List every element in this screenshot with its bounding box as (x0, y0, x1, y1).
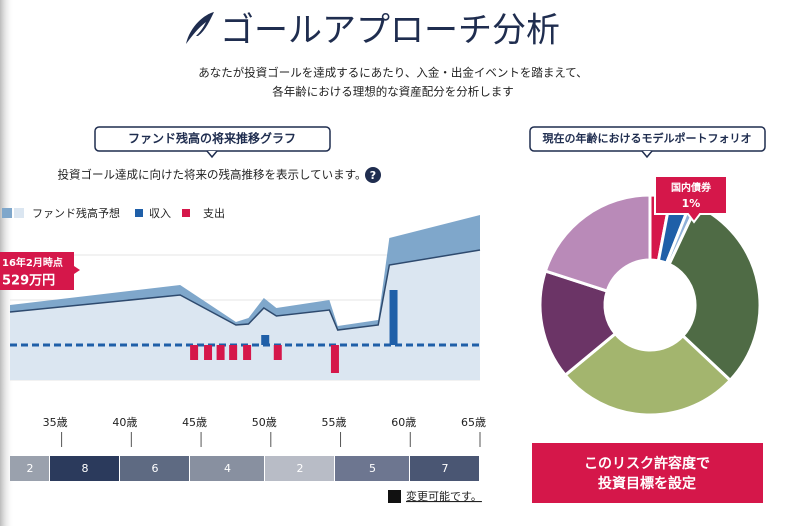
donut-slice (543, 193, 652, 293)
pointer (641, 150, 653, 159)
x-tick-label: 35歳 (43, 416, 68, 429)
description: あなたが投資ゴールを達成するにあたり、入金・出金イベントを踏まえて、 (198, 66, 587, 80)
risk-level[interactable] (190, 456, 264, 481)
edit-icon[interactable] (388, 490, 401, 503)
description: 各年齢における理想的な資産配分を分析します (272, 85, 514, 99)
tooltip-value: 1% (682, 197, 701, 210)
legend-label: ファンド残高予想 (32, 206, 120, 220)
risk-level[interactable] (10, 456, 49, 481)
x-tick-label: 45歳 (182, 416, 207, 429)
legend-label: 支出 (203, 206, 225, 220)
expense-bar (243, 345, 252, 360)
legend-label: 収入 (149, 207, 171, 220)
pointer (206, 150, 218, 159)
risk-level[interactable] (410, 456, 479, 481)
button-label[interactable]: このリスク許容度で (584, 455, 710, 472)
risk-level-label: 4 (224, 462, 231, 475)
section-title: ファンド残高の将来推移グラフ (128, 131, 296, 146)
subtitle: 投資ゴール達成に向けた将来の残高推移を表示しています。 (57, 168, 366, 182)
expense-bar (204, 345, 213, 360)
section-title: 現在の年齢におけるモデルポートフォリオ (543, 131, 752, 145)
button-label[interactable]: 投資目標を設定 (598, 475, 696, 492)
expense-bar (330, 345, 339, 373)
risk-level[interactable] (335, 456, 409, 481)
legend-swatch (135, 209, 143, 217)
risk-level-label: 2 (297, 462, 304, 475)
risk-level-label: 6 (152, 462, 159, 475)
expense-bar (273, 345, 282, 360)
donut-slice (563, 331, 733, 417)
callout-amount: 529万円 (2, 274, 55, 289)
x-tick-label: 60歳 (391, 416, 416, 429)
x-tick-label: 55歳 (322, 416, 347, 429)
risk-level[interactable] (50, 456, 119, 481)
expense-bar (190, 345, 199, 360)
expense-bar (229, 345, 238, 360)
callout-date: 16年2月時点 (2, 256, 63, 269)
forecast-low-area (10, 250, 480, 380)
x-tick-label: 50歳 (252, 416, 277, 429)
edit-link[interactable]: 変更可能です。 (406, 489, 482, 503)
legend-swatch (182, 209, 190, 217)
risk-level-label: 5 (369, 462, 376, 475)
income-bar (261, 335, 270, 345)
legend-swatch (2, 208, 12, 218)
expense-bar (216, 345, 225, 360)
income-bar (389, 290, 398, 345)
page-title: ゴールアプローチ分析 (220, 11, 560, 51)
help-icon[interactable] (365, 167, 381, 183)
callout (0, 252, 80, 290)
tooltip-label: 国内債券 (671, 181, 712, 194)
risk-level[interactable] (120, 456, 189, 481)
help-icon-text[interactable]: ? (370, 169, 376, 182)
set-goal-button[interactable] (532, 443, 763, 503)
risk-level-label: 8 (82, 462, 89, 475)
donut-slice (667, 203, 762, 383)
feather-icon (186, 12, 214, 44)
legend-swatch (14, 208, 24, 218)
risk-level[interactable] (265, 456, 334, 481)
forecast-line (9, 249, 481, 331)
x-tick-label: 65歳 (461, 416, 486, 429)
x-tick-label: 40歳 (112, 416, 137, 429)
forecast-band (10, 215, 480, 330)
risk-level-label: 2 (27, 462, 34, 475)
risk-level-label: 7 (442, 462, 449, 475)
tooltip (654, 175, 728, 224)
